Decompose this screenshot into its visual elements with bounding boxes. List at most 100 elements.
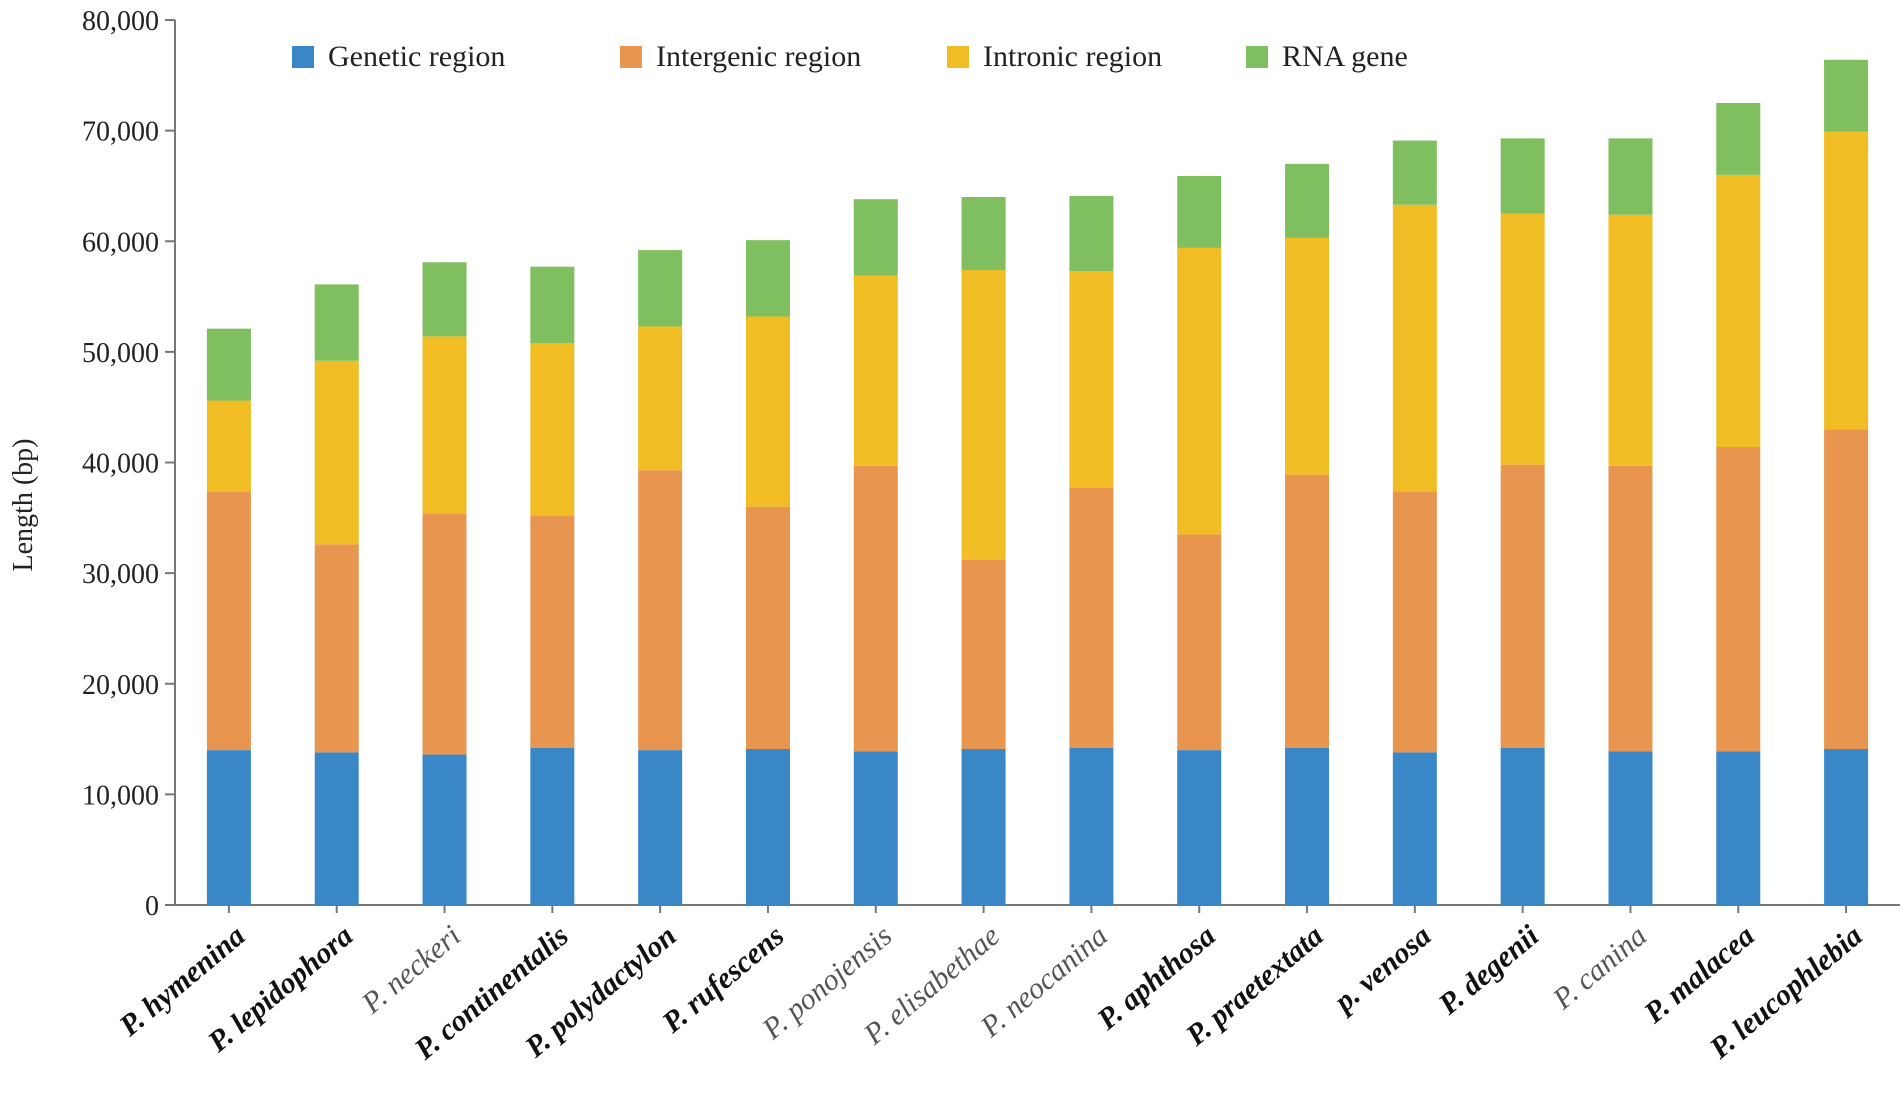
bar-segment <box>1069 487 1114 748</box>
bar-segment <box>422 513 467 755</box>
legend-swatch <box>620 46 642 68</box>
legend-label: RNA gene <box>1282 40 1408 73</box>
bar-segment <box>206 750 251 905</box>
bar-stack <box>961 197 1006 905</box>
y-tick-label: 30,000 <box>82 559 159 590</box>
bar-segment <box>853 465 898 752</box>
bar-segment <box>422 336 467 514</box>
bar-segment <box>961 749 1006 905</box>
y-tick-label: 80,000 <box>82 6 159 37</box>
bar-segment <box>1285 474 1330 748</box>
legend-item: Intergenic region <box>620 40 861 73</box>
bar-stack <box>530 266 575 905</box>
bar-segment <box>1608 751 1653 905</box>
bar-segment <box>314 360 359 545</box>
bar-stack <box>206 328 251 905</box>
bar-segment <box>206 491 251 751</box>
bar-stack <box>853 199 898 905</box>
bar-segment <box>1177 750 1222 905</box>
bar-segment <box>1500 213 1545 465</box>
bar-segment <box>961 559 1006 750</box>
bar-stack <box>1392 140 1437 905</box>
bar-segment <box>530 747 575 905</box>
bar-stack <box>1069 195 1114 905</box>
y-tick-label: 10,000 <box>82 780 159 811</box>
bar-segment <box>1500 138 1545 214</box>
bar-segment <box>745 240 790 317</box>
bar-segment <box>314 544 359 753</box>
legend-label: Intergenic region <box>656 40 861 73</box>
bar-segment <box>422 262 467 337</box>
bar-segment <box>1500 464 1545 748</box>
legend-item: Genetic region <box>292 40 505 73</box>
bar-segment <box>1608 138 1653 215</box>
bar-segment <box>1824 429 1869 750</box>
legend-item: RNA gene <box>1246 40 1408 73</box>
bar-segment <box>1392 491 1437 753</box>
bar-stack <box>1500 138 1545 905</box>
bar-segment <box>1392 204 1437 492</box>
bar-segment <box>1824 749 1869 905</box>
bar-segment <box>1069 195 1114 272</box>
y-tick-label: 40,000 <box>82 449 159 480</box>
legend-label: Intronic region <box>983 40 1162 73</box>
bar-stack <box>1177 175 1222 905</box>
legend-label: Genetic region <box>328 40 505 73</box>
bar-segment <box>530 515 575 748</box>
bar-segment <box>1392 140 1437 205</box>
y-tick-label: 0 <box>145 891 159 922</box>
bar-segment <box>853 199 898 276</box>
bar-segment <box>1500 747 1545 905</box>
bar-segment <box>1824 59 1869 132</box>
legend: Genetic region Intergenic region Intronic … <box>292 40 1408 73</box>
bar-segment <box>1285 747 1330 905</box>
bar-segment <box>745 506 790 750</box>
legend-item: Intronic region <box>947 40 1162 73</box>
bar-segment <box>961 197 1006 271</box>
bar-segment <box>1716 447 1761 752</box>
bar-segment <box>530 343 575 516</box>
x-tick-label: P. canina <box>1546 919 1653 1016</box>
bar-segment <box>422 754 467 905</box>
bar-segment <box>1285 237 1330 475</box>
bar-stack <box>422 262 467 905</box>
legend-swatch <box>292 46 314 68</box>
bar-segment <box>638 470 683 751</box>
x-tick-label: p. venosa <box>1326 919 1438 1020</box>
bar-segment <box>961 270 1006 560</box>
legend-swatch <box>1246 46 1268 68</box>
bar-segment <box>1824 131 1869 430</box>
bars <box>206 59 1869 905</box>
bar-segment <box>1177 247 1222 535</box>
bar-segment <box>530 266 575 344</box>
bar-segment <box>1177 534 1222 751</box>
legend-swatch <box>947 46 969 68</box>
bar-segment <box>638 250 683 327</box>
bar-segment <box>638 750 683 905</box>
bar-segment <box>853 751 898 905</box>
bar-stack <box>745 240 790 905</box>
y-tick-label: 70,000 <box>82 117 159 148</box>
bar-segment <box>638 326 683 471</box>
bar-segment <box>1716 751 1761 905</box>
bar-segment <box>1069 271 1114 488</box>
bar-segment <box>206 328 251 401</box>
y-axis: 0 10,000 20,000 30,000 40,000 50,000 60,000 70,… <box>82 6 176 922</box>
bar-segment <box>314 284 359 361</box>
bar-segment <box>1716 174 1761 448</box>
bar-segment <box>853 275 898 466</box>
bar-stack <box>1285 163 1330 905</box>
bar-stack <box>638 250 683 905</box>
y-tick-label: 20,000 <box>82 670 159 701</box>
bar-segment <box>1069 747 1114 905</box>
y-axis-title: Length (bp) <box>8 439 39 572</box>
bar-segment <box>745 316 790 507</box>
bar-stack <box>1716 102 1761 905</box>
bar-segment <box>1608 214 1653 466</box>
bar-segment <box>1285 163 1330 238</box>
bar-stack <box>314 284 359 905</box>
bar-segment <box>745 749 790 905</box>
y-tick-label: 60,000 <box>82 227 159 258</box>
x-tick-label: P. degenii <box>1432 919 1546 1022</box>
